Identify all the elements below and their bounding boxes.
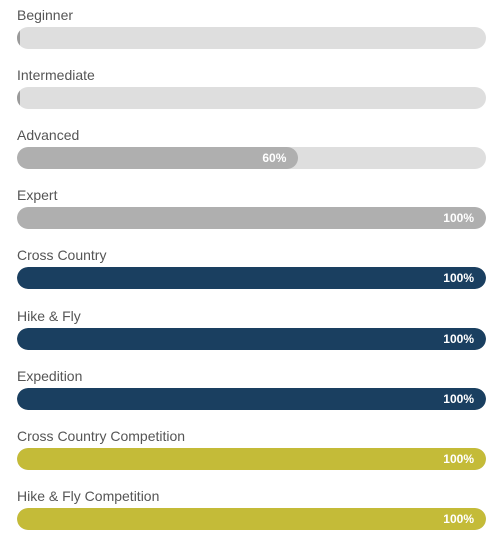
skill-bar-hike-and-fly-competition: Hike & Fly Competition 100% [17, 488, 486, 530]
progress-percent: 100% [443, 392, 474, 406]
skill-bar-intermediate: Intermediate [17, 67, 486, 109]
progress-track: 100% [17, 388, 486, 410]
progress-percent: 100% [443, 271, 474, 285]
progress-percent: 100% [443, 211, 474, 225]
progress-track: 60% [17, 147, 486, 169]
progress-track: 100% [17, 508, 486, 530]
progress-track [17, 87, 486, 109]
skill-bar-cross-country: Cross Country 100% [17, 247, 486, 289]
progress-track: 100% [17, 448, 486, 470]
skill-label: Cross Country [17, 247, 107, 263]
progress-percent: 60% [262, 151, 287, 165]
skill-bar-expert: Expert 100% [17, 187, 486, 229]
progress-track [17, 27, 486, 49]
skill-label: Expert [17, 187, 58, 203]
skill-label: Hike & Fly [17, 308, 81, 324]
skill-bar-expedition: Expedition 100% [17, 368, 486, 410]
progress-fill: 100% [17, 448, 486, 470]
skill-label: Cross Country Competition [17, 428, 186, 444]
skill-bar-beginner: Beginner [17, 7, 486, 49]
progress-fill: 100% [17, 508, 486, 530]
progress-track: 100% [17, 267, 486, 289]
progress-percent: 100% [443, 332, 474, 346]
skill-bar-advanced: Advanced 60% [17, 127, 486, 169]
skill-bar-cross-country-competition: Cross Country Competition 100% [17, 428, 486, 470]
progress-fill [17, 87, 20, 109]
progress-fill: 60% [17, 147, 299, 169]
skill-label: Beginner [17, 7, 74, 23]
progress-percent: 100% [443, 512, 474, 526]
progress-track: 100% [17, 328, 486, 350]
progress-percent: 100% [443, 452, 474, 466]
skill-label: Expedition [17, 368, 83, 384]
progress-fill [17, 27, 20, 49]
progress-fill: 100% [17, 267, 486, 289]
skill-bar-hike-and-fly: Hike & Fly 100% [17, 308, 486, 350]
skill-label: Advanced [17, 127, 80, 143]
skill-label: Hike & Fly Competition [17, 488, 160, 504]
progress-track: 100% [17, 207, 486, 229]
progress-fill: 100% [17, 328, 486, 350]
progress-fill: 100% [17, 207, 486, 229]
skill-label: Intermediate [17, 67, 95, 83]
progress-fill: 100% [17, 388, 486, 410]
